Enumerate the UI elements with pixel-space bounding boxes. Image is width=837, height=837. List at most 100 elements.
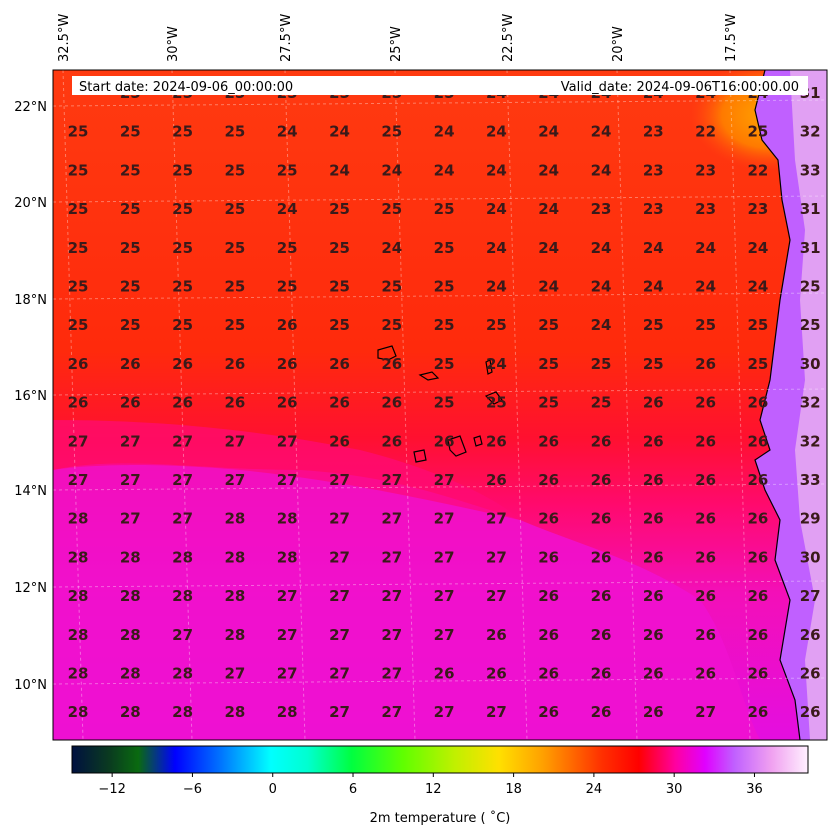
temperature-value: 26 [434, 665, 455, 683]
temperature-value: 24 [486, 355, 507, 373]
temperature-value: 25 [224, 123, 245, 141]
meridian-line [616, 70, 638, 740]
temperature-value: 25 [434, 200, 455, 218]
temperature-value: 25 [381, 278, 402, 296]
colorbar-tick-label: 36 [746, 782, 763, 797]
colorbar-tick-label: 18 [505, 782, 522, 797]
temperature-value: 27 [800, 587, 821, 605]
temperature-value: 24 [695, 278, 716, 296]
temperature-value: 25 [591, 355, 612, 373]
temperature-value: 26 [486, 471, 507, 489]
temperature-value: 24 [643, 278, 664, 296]
temperature-value: 25 [643, 316, 664, 334]
island [377, 345, 397, 361]
island [413, 449, 427, 463]
meridian-line [284, 70, 306, 740]
temperature-value: 26 [695, 394, 716, 412]
temperature-value: 28 [172, 703, 193, 721]
temperature-value: 26 [277, 316, 298, 334]
colorbar-tick-label: 24 [586, 782, 603, 797]
temperature-value: 28 [120, 665, 141, 683]
temperature-value: 26 [800, 665, 821, 683]
temperature-value: 25 [643, 355, 664, 373]
temperature-value: 24 [486, 278, 507, 296]
temperature-value: 26 [747, 587, 768, 605]
temperature-value: 25 [434, 355, 455, 373]
temperature-value: 28 [68, 626, 89, 644]
colorbar-tick-label: 30 [666, 782, 683, 797]
temperature-value: 28 [68, 703, 89, 721]
temperature-value: 28 [120, 626, 141, 644]
longitude-labels: 32.5°W 30°W 27.5°W 25°W 22.5°W 20°W 17.5°W [57, 14, 739, 62]
meridian-line [394, 70, 416, 740]
temperature-value: 26 [591, 665, 612, 683]
temperature-value: 30 [800, 355, 821, 373]
temperature-value: 25 [591, 394, 612, 412]
temperature-value: 25 [68, 123, 89, 141]
temperature-value: 26 [538, 471, 559, 489]
lat-tick-label: 18°N [14, 293, 47, 308]
temperature-value: 24 [591, 123, 612, 141]
temperature-value: 27 [224, 665, 245, 683]
temperature-value: 27 [381, 703, 402, 721]
temperature-value: 25 [120, 161, 141, 179]
temperature-value: 26 [800, 703, 821, 721]
temperature-value: 26 [329, 394, 350, 412]
temperature-value: 26 [486, 432, 507, 450]
colorbar [71, 745, 809, 774]
temperature-value: 24 [486, 239, 507, 257]
temperature-value: 26 [747, 703, 768, 721]
temperature-value: 27 [486, 587, 507, 605]
temperature-value: 27 [381, 471, 402, 489]
temperature-value: 30 [800, 548, 821, 566]
valid-date-text: Valid_date: 2024-09-06T16:00:00.00 [561, 80, 799, 95]
temperature-value: 26 [277, 355, 298, 373]
temperature-value: 25 [120, 200, 141, 218]
temperature-value: 24 [381, 239, 402, 257]
start-date-text: Start date: 2024-09-06_00:00:00 [79, 80, 293, 95]
temperature-value: 27 [68, 471, 89, 489]
temperature-value: 24 [538, 161, 559, 179]
temperature-value: 26 [643, 394, 664, 412]
temperature-value: 25 [172, 123, 193, 141]
temperature-value: 25 [172, 161, 193, 179]
lon-tick-label: 30°W [166, 26, 181, 62]
meridian-line [506, 70, 528, 740]
temperature-value: 27 [277, 587, 298, 605]
temperature-value: 25 [68, 161, 89, 179]
temperature-value: 26 [643, 548, 664, 566]
temperature-value: 26 [591, 626, 612, 644]
temperature-value: 23 [591, 200, 612, 218]
transition-band [53, 420, 520, 520]
temperature-value: 24 [329, 123, 350, 141]
temperature-value: 26 [643, 665, 664, 683]
temperature-value: 25 [381, 123, 402, 141]
temperature-value: 24 [538, 239, 559, 257]
temperature-value: 25 [486, 394, 507, 412]
temperature-value: 26 [643, 432, 664, 450]
temperature-value: 26 [695, 432, 716, 450]
temperature-value: 26 [747, 394, 768, 412]
temperature-value: 28 [172, 548, 193, 566]
temperature-value: 27 [172, 510, 193, 528]
header-box [72, 76, 808, 95]
temperature-value: 32 [800, 123, 821, 141]
temperature-value: 24 [381, 161, 402, 179]
temperature-value: 25 [224, 161, 245, 179]
meridian-line [171, 70, 193, 740]
temperature-value: 24 [538, 200, 559, 218]
temperature-value: 24 [591, 316, 612, 334]
temperature-value: 25 [538, 316, 559, 334]
temperature-value: 28 [277, 510, 298, 528]
temperature-value: 26 [224, 394, 245, 412]
temperature-value: 24 [486, 200, 507, 218]
temperature-value: 26 [538, 510, 559, 528]
temperature-value: 23 [643, 161, 664, 179]
temperature-value: 24 [277, 200, 298, 218]
temperature-value: 26 [68, 394, 89, 412]
meridian-line [62, 70, 84, 740]
temperature-value: 26 [747, 432, 768, 450]
temperature-value: 23 [643, 200, 664, 218]
temperature-value: 25 [120, 278, 141, 296]
